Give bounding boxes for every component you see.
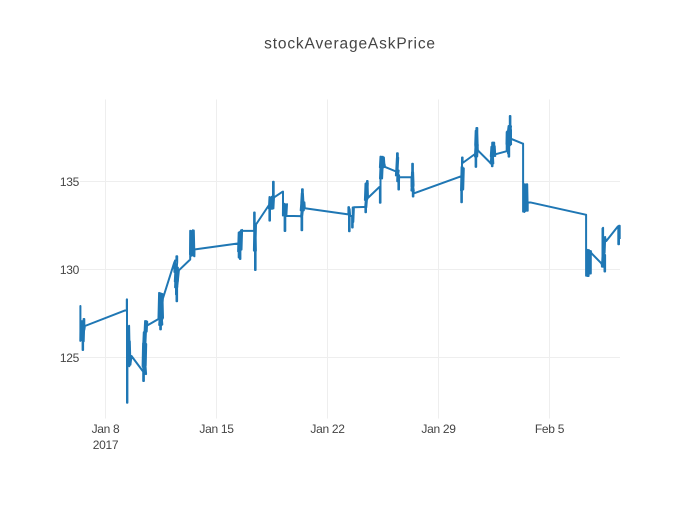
svg-text:130: 130 (60, 263, 80, 277)
svg-text:2017: 2017 (93, 438, 119, 452)
svg-text:125: 125 (60, 351, 80, 365)
svg-text:Feb 5: Feb 5 (535, 422, 565, 436)
svg-text:stockAverageAskPrice: stockAverageAskPrice (264, 36, 436, 53)
svg-text:Jan 8: Jan 8 (92, 422, 120, 436)
svg-text:Jan 29: Jan 29 (421, 422, 456, 436)
svg-text:Jan 22: Jan 22 (310, 422, 345, 436)
svg-text:135: 135 (60, 175, 80, 189)
svg-text:Jan 15: Jan 15 (199, 422, 234, 436)
